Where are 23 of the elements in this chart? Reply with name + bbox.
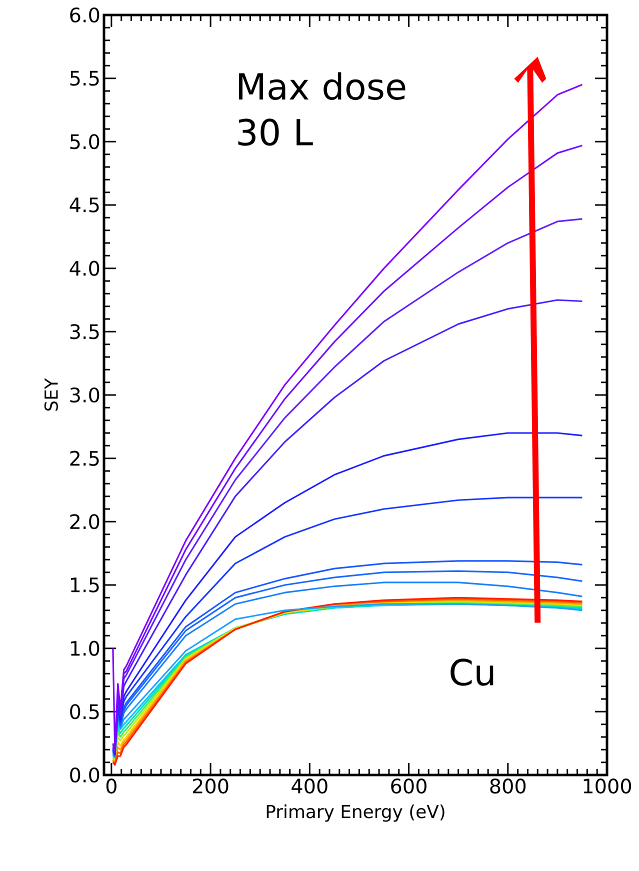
- annotation: Cu: [450, 658, 494, 686]
- y-tick-label: 0.5: [70, 704, 99, 720]
- x-tick-label: 200: [192, 778, 228, 794]
- x-tick-label: 0: [106, 778, 116, 794]
- x-tick-label: 800: [490, 778, 526, 794]
- x-tick-label: 600: [391, 778, 426, 794]
- annotation: Max dose 30 L: [238, 72, 406, 146]
- y-tick-label: 4.0: [70, 260, 100, 276]
- y-tick-label: 2.0: [70, 514, 100, 530]
- x-axis-title: Primary Energy (eV): [266, 804, 444, 822]
- y-tick-label: 5.5: [70, 70, 99, 86]
- y-tick-label: 6.0: [70, 7, 100, 23]
- y-tick-label: 1.0: [70, 640, 100, 656]
- y-tick-label: 2.5: [70, 450, 99, 466]
- y-tick-label: 5.0: [70, 134, 100, 150]
- y-tick-label: 4.5: [70, 198, 99, 212]
- x-tick-label: 1000: [584, 778, 632, 794]
- y-tick-label: 3.0: [70, 387, 100, 403]
- x-tick-label: 400: [292, 778, 328, 794]
- y-axis-title: SEY: [44, 378, 58, 411]
- y-tick-label: 0.0: [70, 767, 100, 783]
- y-tick-label: 1.5: [70, 578, 99, 592]
- y-tick-label: 3.5: [70, 324, 99, 340]
